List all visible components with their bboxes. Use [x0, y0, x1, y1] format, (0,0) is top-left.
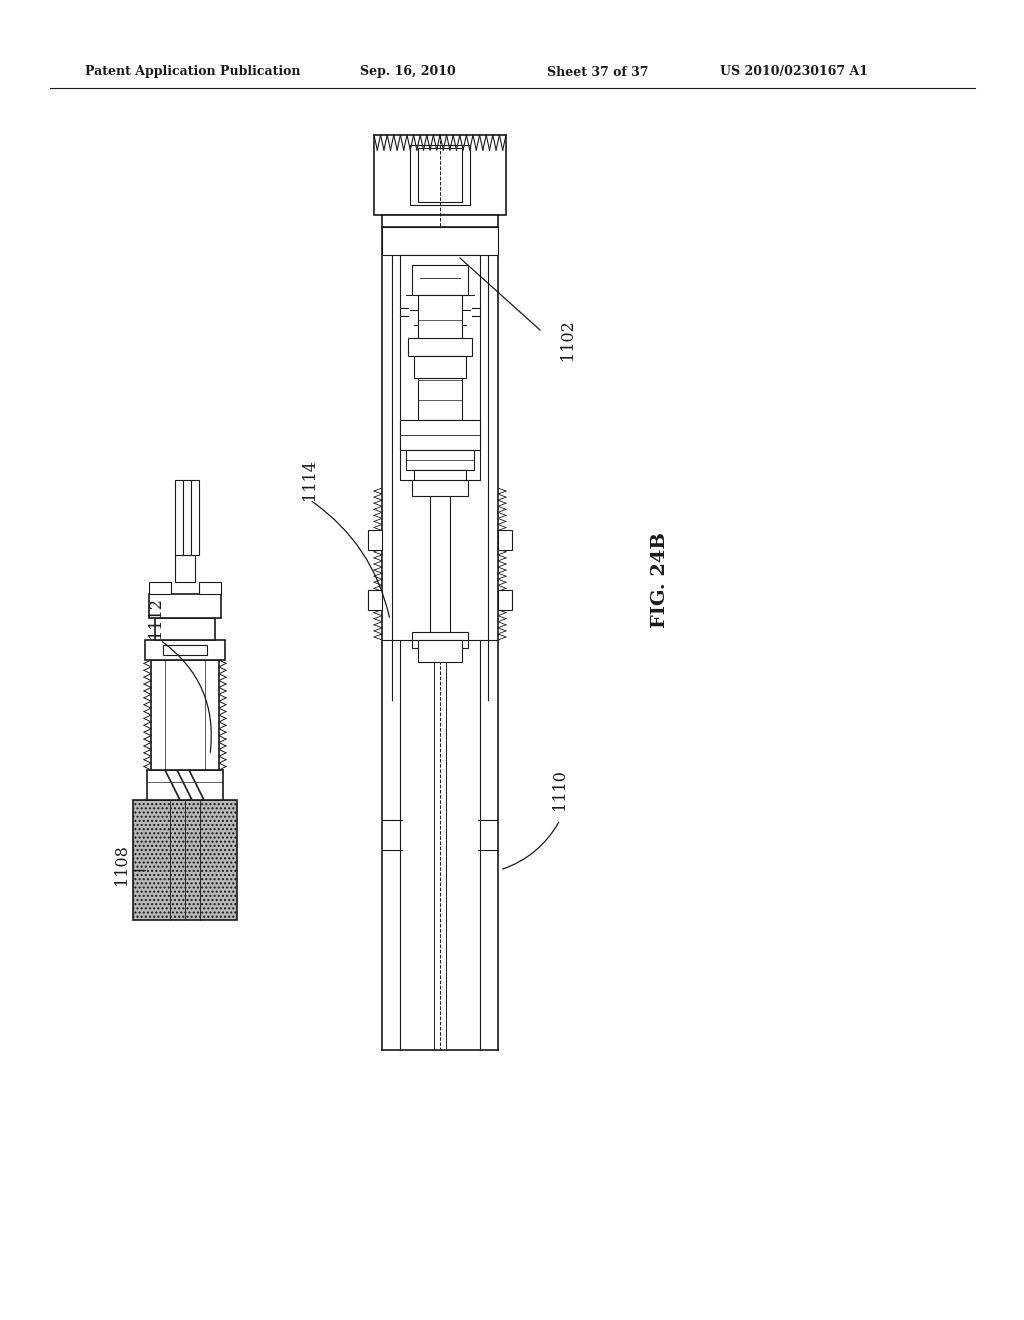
- Bar: [400, 420, 480, 450]
- Bar: [410, 145, 470, 205]
- Bar: [412, 480, 468, 496]
- Text: Sep. 16, 2010: Sep. 16, 2010: [360, 66, 456, 78]
- Bar: [412, 265, 468, 294]
- Bar: [406, 450, 474, 470]
- Bar: [175, 554, 195, 582]
- Bar: [382, 215, 498, 227]
- Bar: [133, 800, 237, 920]
- Bar: [163, 645, 207, 655]
- Bar: [430, 488, 450, 640]
- Bar: [145, 640, 225, 660]
- Bar: [418, 640, 462, 663]
- Bar: [382, 227, 498, 255]
- Bar: [418, 294, 462, 420]
- Bar: [400, 255, 480, 480]
- Bar: [199, 582, 221, 594]
- Bar: [412, 632, 468, 648]
- Bar: [414, 470, 466, 488]
- Text: 1112: 1112: [147, 598, 165, 639]
- Bar: [191, 480, 199, 554]
- Text: 1114: 1114: [301, 459, 318, 500]
- Bar: [368, 531, 382, 550]
- Bar: [155, 618, 215, 640]
- Bar: [374, 135, 506, 215]
- Bar: [498, 590, 512, 610]
- Text: US 2010/0230167 A1: US 2010/0230167 A1: [720, 66, 868, 78]
- Bar: [414, 356, 466, 378]
- Bar: [368, 590, 382, 610]
- Text: 1110: 1110: [552, 770, 568, 810]
- Bar: [498, 531, 512, 550]
- Text: 1108: 1108: [114, 845, 130, 886]
- Bar: [183, 480, 191, 554]
- Bar: [150, 594, 221, 618]
- Bar: [151, 660, 219, 770]
- Bar: [175, 480, 183, 554]
- Text: 1102: 1102: [558, 319, 575, 360]
- Text: Patent Application Publication: Patent Application Publication: [85, 66, 300, 78]
- Bar: [418, 148, 462, 202]
- Text: FIG. 24B: FIG. 24B: [651, 532, 669, 628]
- Bar: [408, 338, 472, 356]
- Bar: [147, 770, 223, 800]
- Bar: [150, 582, 171, 594]
- Text: Sheet 37 of 37: Sheet 37 of 37: [547, 66, 648, 78]
